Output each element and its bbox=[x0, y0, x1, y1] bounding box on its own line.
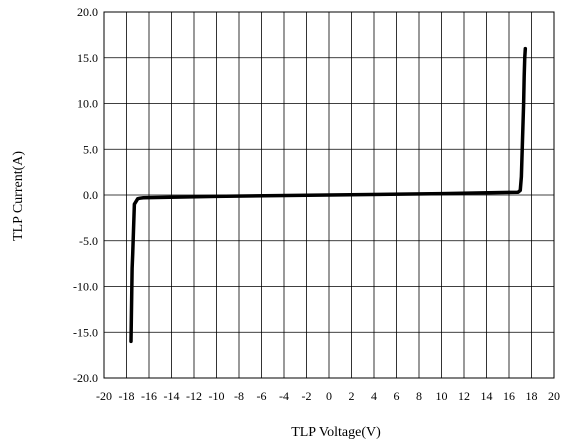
x-tick-label: 10 bbox=[436, 389, 448, 403]
x-tick-label: -8 bbox=[234, 389, 244, 403]
x-tick-label: -6 bbox=[257, 389, 267, 403]
x-tick-label: 4 bbox=[371, 389, 377, 403]
x-tick-label: -14 bbox=[164, 389, 180, 403]
x-tick-label: 16 bbox=[503, 389, 515, 403]
y-axis-label: TLP Current(A) bbox=[11, 151, 26, 241]
x-tick-label: 12 bbox=[458, 389, 470, 403]
y-tick-label: 5.0 bbox=[83, 142, 98, 156]
series-layer bbox=[129, 46, 528, 344]
y-tick-label: -20.0 bbox=[73, 371, 98, 385]
x-tick-labels: -20 -18 -16 -14 -12 -10 -8 -6 -4 -2 0 2 4 6 8 10 12 14 16 1… bbox=[96, 389, 560, 403]
x-tick-label: -4 bbox=[279, 389, 289, 403]
y-tick-label: -5.0 bbox=[79, 234, 98, 248]
x-tick-label: 6 bbox=[394, 389, 400, 403]
y-tick-label: 10.0 bbox=[77, 97, 98, 111]
x-tick-label: -16 bbox=[141, 389, 157, 403]
x-tick-label: -20 bbox=[96, 389, 112, 403]
x-tick-label: 18 bbox=[526, 389, 538, 403]
y-tick-label: 20.0 bbox=[77, 5, 98, 19]
y-tick-label: 15.0 bbox=[77, 51, 98, 65]
x-tick-label: 20 bbox=[548, 389, 560, 403]
x-tick-label: 0 bbox=[326, 389, 332, 403]
x-tick-label: 8 bbox=[416, 389, 422, 403]
x-tick-label: -10 bbox=[209, 389, 225, 403]
y-tick-labels: 20.0 15.0 10.0 5.0 0.0 -5.0 -10.0 -15.0 -20.0 bbox=[73, 5, 98, 385]
y-tick-label: 0.0 bbox=[83, 188, 98, 202]
y-tick-label: -10.0 bbox=[73, 280, 98, 294]
x-tick-label: -18 bbox=[119, 389, 135, 403]
x-tick-label: -12 bbox=[186, 389, 202, 403]
x-tick-label: 2 bbox=[349, 389, 355, 403]
x-tick-label: 14 bbox=[481, 389, 493, 403]
plot-frame bbox=[103, 11, 555, 379]
x-tick-label: -2 bbox=[302, 389, 312, 403]
y-tick-label: -15.0 bbox=[73, 325, 98, 339]
x-axis-label: TLP Voltage(V) bbox=[291, 425, 381, 440]
iv-curve-line bbox=[129, 46, 528, 344]
